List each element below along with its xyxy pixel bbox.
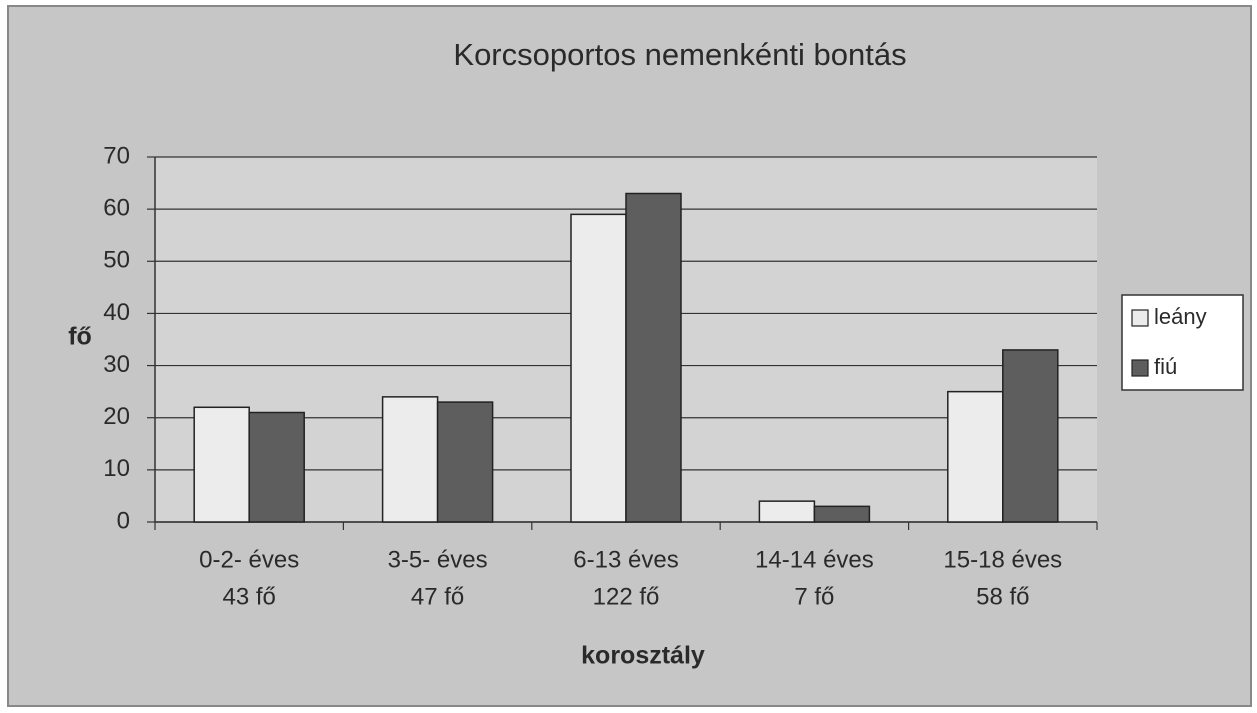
y-tick-label: 50 xyxy=(103,247,130,274)
legend-label: fiú xyxy=(1154,354,1177,379)
x-tick-label: 3-5- éves xyxy=(388,546,488,573)
bar xyxy=(436,401,494,523)
bar xyxy=(248,411,305,523)
legend-label: leány xyxy=(1154,304,1207,329)
x-tick-label: 0-2- éves xyxy=(199,546,299,573)
x-axis-label: korosztály xyxy=(581,642,705,670)
bar xyxy=(193,406,250,523)
legend-swatch xyxy=(1131,359,1149,377)
x-tick-label: 43 fő xyxy=(223,583,276,610)
y-tick-label: 0 xyxy=(117,507,130,534)
bar xyxy=(947,390,1004,523)
x-tick-label: 15-18 éves xyxy=(943,546,1062,573)
y-axis-label: fő xyxy=(68,323,92,351)
x-tick-label: 7 fő xyxy=(794,583,834,610)
bar xyxy=(625,192,682,523)
bar xyxy=(758,500,816,523)
x-tick-label: 47 fő xyxy=(411,583,464,610)
y-tick-label: 70 xyxy=(103,142,130,169)
bar xyxy=(570,213,627,523)
y-tick-label: 10 xyxy=(103,455,130,482)
bar xyxy=(813,505,871,523)
bar xyxy=(1002,349,1059,523)
x-tick-label: 14-14 éves xyxy=(755,546,874,573)
bar xyxy=(381,396,439,523)
y-tick-label: 40 xyxy=(103,299,130,326)
x-tick-label: 58 fő xyxy=(976,583,1029,610)
x-tick-label: 122 fő xyxy=(593,583,660,610)
y-tick-label: 30 xyxy=(103,351,130,378)
chart-title: Korcsoportos nemenkénti bontás xyxy=(453,37,906,72)
x-tick-label: 6-13 éves xyxy=(573,546,678,573)
y-tick-label: 20 xyxy=(103,403,130,430)
legend-swatch xyxy=(1131,309,1149,327)
y-tick-label: 60 xyxy=(103,194,130,221)
